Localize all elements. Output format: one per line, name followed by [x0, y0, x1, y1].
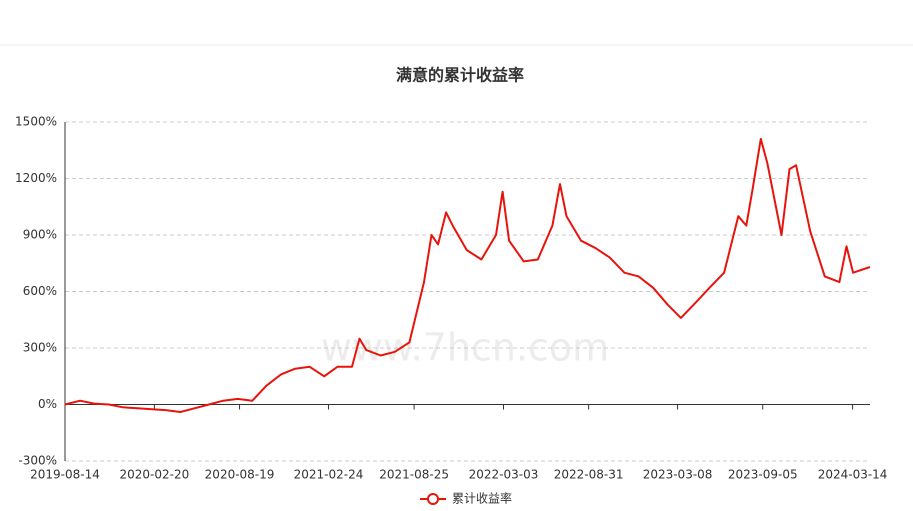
- x-tick-label: 2021-02-24: [294, 468, 364, 482]
- x-tick-label: 2021-08-25: [379, 468, 449, 482]
- y-tick-label: 600%: [23, 284, 57, 298]
- legend-marker: [427, 493, 439, 505]
- y-tick-label: 900%: [23, 228, 57, 242]
- x-tick-label: 2023-09-05: [728, 468, 798, 482]
- x-tick-label: 2022-08-31: [554, 468, 624, 482]
- x-tick-label: 2023-03-08: [643, 468, 713, 482]
- y-tick-label: 1200%: [15, 171, 57, 185]
- x-tick-label: 2019-08-14: [30, 468, 100, 482]
- x-tick-label: 2020-08-19: [205, 468, 275, 482]
- y-tick-label: 300%: [23, 341, 57, 355]
- x-tick-label: 2024-03-14: [818, 468, 888, 482]
- x-tick-label: 2022-03-03: [469, 468, 539, 482]
- x-tick-label: 2020-02-20: [120, 468, 190, 482]
- line: [64, 137, 871, 413]
- y-tick-label: 0%: [38, 397, 57, 411]
- chart-title: 满意的累计收益率: [396, 66, 524, 85]
- y-tick-label: 1500%: [15, 115, 57, 129]
- y-tick-label: -300%: [18, 454, 57, 468]
- legend-label: 累计收益率: [452, 491, 512, 506]
